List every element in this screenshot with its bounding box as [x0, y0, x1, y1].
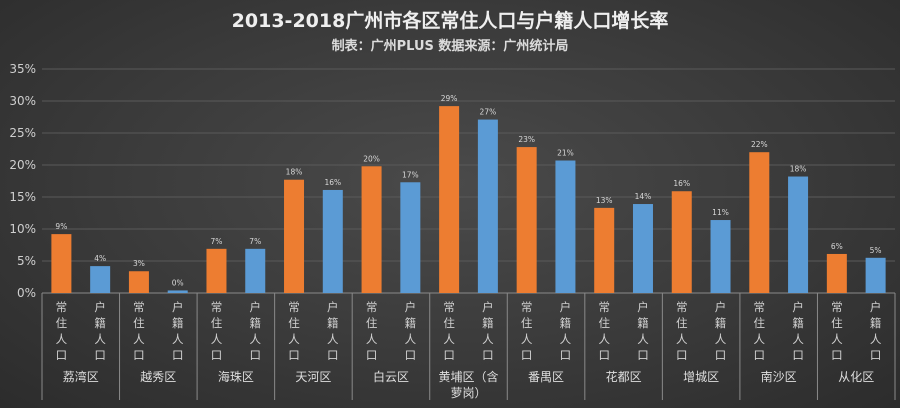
data-label: 22%: [751, 140, 768, 149]
series-name-label: 户籍人口: [560, 300, 572, 362]
data-label: 7%: [249, 237, 261, 246]
series-name-label: 户籍人口: [405, 300, 417, 362]
data-label: 27%: [480, 108, 497, 117]
bar-registered: [90, 266, 111, 293]
y-axis: 0% 5% 10% 15% 20% 25% 30% 35%: [9, 62, 36, 300]
data-label: 0%: [172, 278, 184, 287]
data-label: 11%: [712, 208, 729, 217]
y-tick-label: 10%: [9, 222, 36, 236]
chart-title: 2013-2018广州市各区常住人口与户籍人口增长率: [232, 9, 669, 32]
bar-resident: [516, 147, 537, 293]
category-label: 花都区: [606, 369, 642, 384]
series-name-label: 常住人口: [133, 300, 145, 362]
series-name-label: 常住人口: [443, 300, 455, 362]
y-tick-label: 20%: [9, 158, 36, 172]
series-name-label: 常住人口: [521, 300, 533, 362]
category-label: 增城区: [683, 370, 719, 384]
series-name-label: 常住人口: [366, 300, 378, 362]
category-label: 黄埔区（含萝岗）: [438, 369, 498, 400]
category-label: 越秀区: [140, 370, 176, 384]
data-label: 3%: [133, 259, 145, 268]
series-name-label: 常住人口: [676, 300, 688, 362]
data-label: 5%: [870, 246, 882, 255]
series-name-label: 户籍人口: [94, 300, 106, 362]
bar-registered: [555, 160, 576, 293]
bar-resident: [826, 253, 847, 293]
data-label: 14%: [635, 192, 652, 201]
series-name-label: 常住人口: [831, 300, 843, 362]
category-label: 番禺区: [528, 370, 564, 384]
data-label: 17%: [402, 170, 419, 179]
bar-resident: [128, 271, 149, 293]
series-name-label: 户籍人口: [482, 300, 494, 362]
y-tick-label: 5%: [17, 254, 36, 268]
bar-resident: [594, 207, 615, 293]
data-label: 4%: [94, 254, 106, 263]
bar-resident: [51, 234, 72, 293]
y-tick-label: 0%: [17, 286, 36, 300]
series-name-label: 户籍人口: [327, 300, 339, 362]
series-name-label: 常住人口: [598, 300, 610, 362]
series-name-label: 户籍人口: [792, 300, 804, 362]
bar-resident: [284, 179, 305, 293]
bar-resident: [439, 106, 460, 294]
data-label: 20%: [363, 154, 380, 163]
series-name-label: 户籍人口: [870, 300, 882, 362]
data-label: 7%: [211, 237, 223, 246]
bar-resident: [671, 191, 692, 293]
bar-resident: [206, 248, 227, 293]
bar-registered: [788, 176, 809, 293]
data-label: 6%: [831, 242, 843, 251]
category-label: 南沙区: [761, 369, 797, 384]
category-label: 海珠区: [218, 369, 254, 384]
bar-registered: [710, 220, 731, 293]
category-label: 荔湾区: [63, 369, 99, 384]
category-label: 从化区: [838, 370, 874, 384]
data-label: 13%: [596, 196, 613, 205]
series-name-label: 户籍人口: [637, 300, 649, 362]
series-name-label: 户籍人口: [250, 300, 262, 362]
bar-registered: [632, 204, 653, 293]
bar-registered: [245, 248, 266, 293]
y-tick-label: 15%: [9, 190, 36, 204]
series-name-label: 常住人口: [56, 300, 68, 362]
series-name-label: 户籍人口: [715, 300, 727, 362]
bar-registered: [167, 290, 188, 293]
bar-resident: [361, 166, 382, 293]
bar-registered: [400, 182, 421, 293]
gridlines: [42, 68, 895, 294]
data-label: 16%: [673, 179, 690, 188]
series-name-label: 户籍人口: [172, 300, 184, 362]
bar-registered: [322, 189, 343, 293]
bars: 9% 4% 3% 0% 7% 7% 18% 16% 20% 17% 29% 27% 23% 21% 13% 1…: [51, 94, 886, 294]
data-label: 16%: [324, 178, 341, 187]
data-label: 18%: [286, 168, 303, 177]
y-tick-label: 35%: [9, 62, 36, 76]
series-name-label: 常住人口: [288, 300, 300, 362]
data-label: 9%: [55, 222, 67, 231]
bar-resident: [749, 152, 770, 293]
category-label: 天河区: [295, 370, 331, 384]
category-label: 白云区: [373, 369, 409, 384]
y-tick-label: 25%: [9, 126, 36, 140]
y-tick-label: 30%: [9, 94, 36, 108]
bar-registered: [477, 119, 498, 293]
chart-subtitle: 制表：广州PLUS 数据来源：广州统计局: [332, 38, 569, 54]
data-label: 23%: [518, 135, 535, 144]
data-label: 18%: [790, 165, 807, 174]
data-label: 29%: [441, 94, 458, 103]
series-name-label: 常住人口: [754, 300, 766, 362]
bar-registered: [865, 257, 886, 293]
series-name-label: 常住人口: [211, 300, 223, 362]
data-label: 21%: [557, 149, 574, 158]
